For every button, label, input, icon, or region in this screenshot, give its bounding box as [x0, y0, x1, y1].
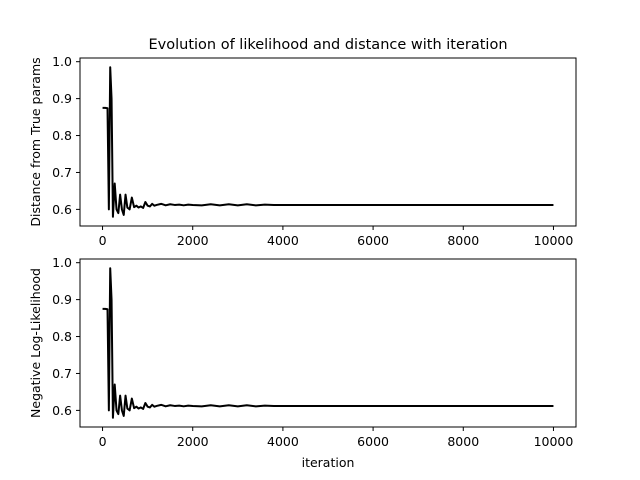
likelihood-panel: 0 2000 4000 6000 8000 10000 0.6 0.7 0.8 0.9 1.0 Neg…: [28, 255, 577, 470]
likelihood-y-tick-label: 0.9: [52, 292, 72, 307]
likelihood-x-tick-label: 10000: [534, 434, 574, 449]
distance-x-tick-label: 8000: [447, 233, 479, 248]
distance-x-tick-label: 4000: [267, 233, 299, 248]
distance-y-tick-label: 0.6: [52, 202, 72, 217]
likelihood-x-axis-label: iteration: [302, 455, 355, 470]
distance-x-tick-label: 6000: [357, 233, 389, 248]
likelihood-x-tick-label: 0: [99, 434, 107, 449]
likelihood-series-line-0: [102, 267, 554, 419]
distance-axes-frame: [79, 57, 577, 227]
distance-y-tick-label: 0.7: [52, 165, 72, 180]
chart-title: Evolution of likelihood and distance wit…: [148, 37, 507, 53]
likelihood-y-tick-label: 0.6: [52, 403, 72, 418]
distance-y-axis-label: Distance from True params: [28, 57, 43, 226]
likelihood-axes-frame: [79, 258, 577, 428]
likelihood-x-tick-label: 4000: [267, 434, 299, 449]
distance-x-tick-label: 10000: [534, 233, 574, 248]
distance-y-tick-label: 0.8: [52, 128, 72, 143]
likelihood-x-tick-label: 8000: [447, 434, 479, 449]
likelihood-x-tick-label: 6000: [357, 434, 389, 449]
likelihood-y-tick-label: 0.8: [52, 329, 72, 344]
likelihood-x-tick-label: 2000: [177, 434, 209, 449]
likelihood-y-tick-label: 1.0: [52, 255, 72, 270]
distance-series-line-0: [102, 66, 554, 218]
likelihood-y-axis-label: Negative Log-Likelihood: [28, 268, 43, 418]
distance-panel: 0 2000 4000 6000 8000 10000 0.6 0.7 0.8 0.9 1.0 Dis…: [28, 54, 577, 248]
likelihood-y-tick-label: 0.7: [52, 366, 72, 381]
distance-x-tick-label: 2000: [177, 233, 209, 248]
distance-y-tick-label: 0.9: [52, 91, 72, 106]
distance-x-tick-label: 0: [99, 233, 107, 248]
distance-y-tick-label: 1.0: [52, 54, 72, 69]
